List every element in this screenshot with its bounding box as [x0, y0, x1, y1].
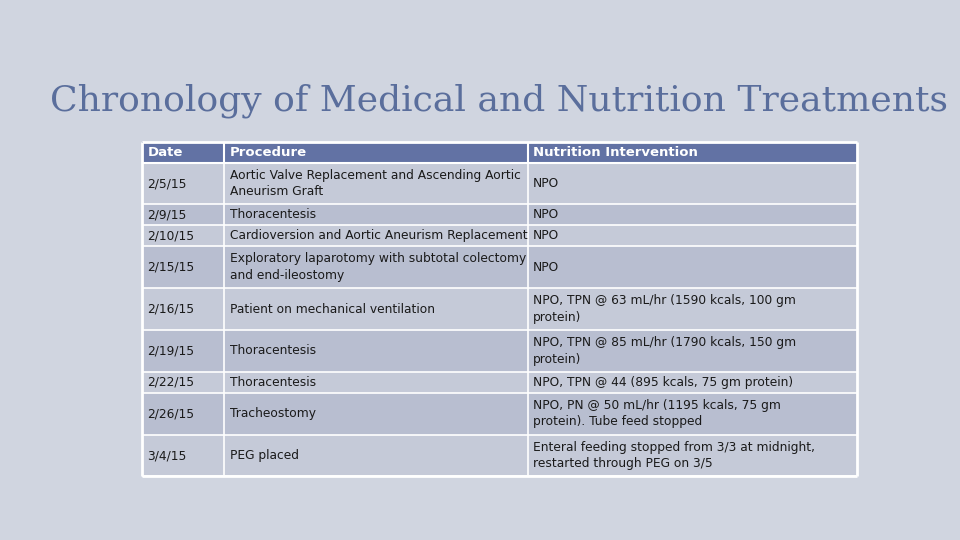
Bar — [142, 288, 856, 330]
Text: 2/10/15: 2/10/15 — [148, 230, 195, 242]
Text: PEG placed: PEG placed — [229, 449, 299, 462]
Text: NPO, TPN @ 63 mL/hr (1590 kcals, 100 gm
protein): NPO, TPN @ 63 mL/hr (1590 kcals, 100 gm … — [533, 294, 796, 324]
Text: 2/16/15: 2/16/15 — [148, 302, 195, 315]
Bar — [142, 246, 856, 288]
Text: Cardioversion and Aortic Aneurism Replacement: Cardioversion and Aortic Aneurism Replac… — [229, 230, 527, 242]
Text: NPO: NPO — [533, 230, 560, 242]
Bar — [142, 393, 856, 435]
Text: 2/5/15: 2/5/15 — [148, 177, 187, 190]
Text: 2/9/15: 2/9/15 — [148, 208, 187, 221]
Text: 2/22/15: 2/22/15 — [148, 376, 195, 389]
Text: Date: Date — [148, 146, 183, 159]
Text: Exploratory laparotomy with subtotal colectomy
and end-ileostomy: Exploratory laparotomy with subtotal col… — [229, 253, 526, 282]
Text: Thoracentesis: Thoracentesis — [229, 376, 316, 389]
Bar — [142, 225, 856, 246]
Bar — [142, 372, 856, 393]
Bar — [142, 163, 856, 205]
Text: Nutrition Intervention: Nutrition Intervention — [533, 146, 698, 159]
Text: NPO: NPO — [533, 208, 560, 221]
Text: Enteral feeding stopped from 3/3 at midnight,
restarted through PEG on 3/5: Enteral feeding stopped from 3/3 at midn… — [533, 441, 815, 470]
Bar — [142, 330, 856, 372]
Text: NPO, TPN @ 85 mL/hr (1790 kcals, 150 gm
protein): NPO, TPN @ 85 mL/hr (1790 kcals, 150 gm … — [533, 336, 797, 366]
Text: Aortic Valve Replacement and Ascending Aortic
Aneurism Graft: Aortic Valve Replacement and Ascending A… — [229, 169, 520, 198]
Bar — [142, 141, 856, 163]
Text: Chronology of Medical and Nutrition Treatments: Chronology of Medical and Nutrition Trea… — [51, 84, 948, 118]
Text: 2/15/15: 2/15/15 — [148, 261, 195, 274]
Text: Patient on mechanical ventilation: Patient on mechanical ventilation — [229, 302, 435, 315]
Text: Thoracentesis: Thoracentesis — [229, 345, 316, 357]
Text: NPO: NPO — [533, 177, 560, 190]
Text: NPO, PN @ 50 mL/hr (1195 kcals, 75 gm
protein). Tube feed stopped: NPO, PN @ 50 mL/hr (1195 kcals, 75 gm pr… — [533, 399, 781, 428]
Text: NPO: NPO — [533, 261, 560, 274]
Text: 2/26/15: 2/26/15 — [148, 407, 195, 420]
Bar — [142, 435, 856, 476]
Text: 3/4/15: 3/4/15 — [148, 449, 187, 462]
Text: Thoracentesis: Thoracentesis — [229, 208, 316, 221]
Bar — [142, 205, 856, 225]
Text: Tracheostomy: Tracheostomy — [229, 407, 316, 420]
Text: 2/19/15: 2/19/15 — [148, 345, 195, 357]
Text: NPO, TPN @ 44 (895 kcals, 75 gm protein): NPO, TPN @ 44 (895 kcals, 75 gm protein) — [533, 376, 793, 389]
Text: Procedure: Procedure — [229, 146, 307, 159]
